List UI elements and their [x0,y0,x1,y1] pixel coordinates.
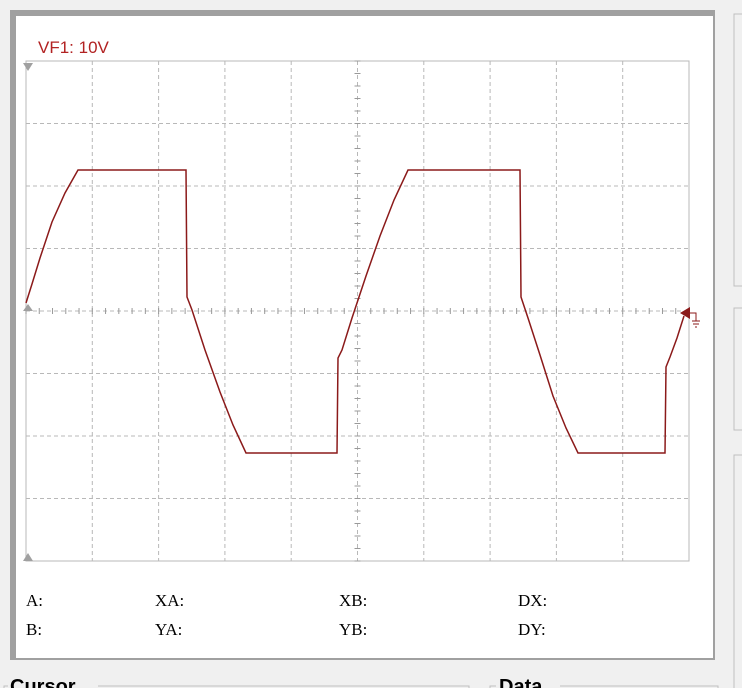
readout-a: A: [26,591,43,610]
data-group-title: Data [499,676,543,688]
side-panel [733,454,742,688]
channel-label: VF1: 10V [38,38,110,57]
side-panel [733,307,742,431]
screen [16,16,713,658]
bottom-marker [23,553,33,561]
ground-marker [23,304,33,311]
readout-b: B: [26,620,42,639]
top-marker [23,63,33,71]
group-label-bg [8,672,98,688]
ground-symbol [690,312,700,328]
readout-xa: XA: [155,591,184,610]
cursor-group-title: Cursor [10,676,76,688]
readout-dy: DY: [518,620,546,639]
readout-xb: XB: [339,591,367,610]
data-group [489,685,719,688]
trigger-marker [680,307,690,319]
readout-ya: YA: [155,620,182,639]
cursor-group [3,685,470,688]
waveform-trace [25,169,685,454]
group-label-bg [496,672,560,688]
readout-yb: YB: [339,620,367,639]
side-panel [733,13,742,287]
readout-dx: DX: [518,591,547,610]
